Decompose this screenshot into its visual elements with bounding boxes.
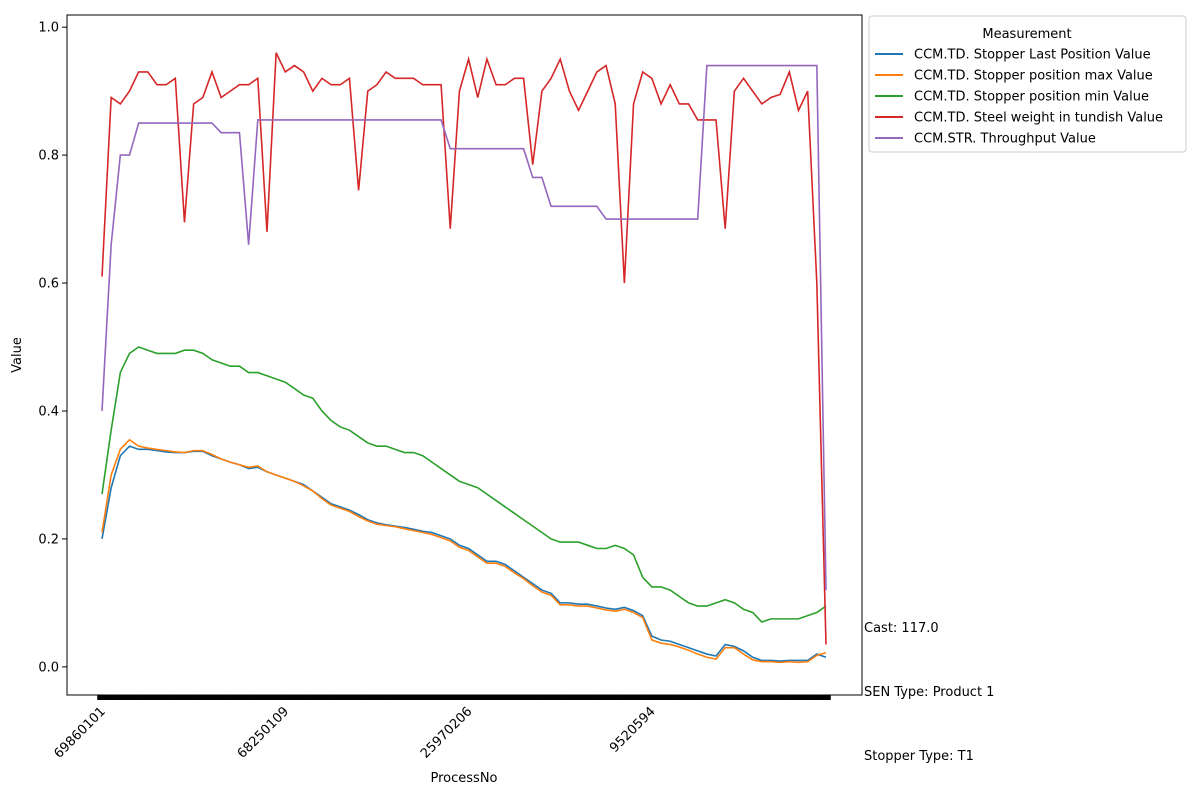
y-tick-label: 0.6 [38,277,59,292]
y-tick-label: 0.4 [38,404,59,419]
legend-label: CCM.TD. Steel weight in tundish Value [914,111,1163,126]
x-axis-label: ProcessNo [431,771,498,786]
plot-frame [66,14,863,696]
x-tick-label: 9520594 [607,704,659,756]
y-tick-label: 0.0 [38,660,59,675]
annotation: SEN Type: Product 1 [864,685,994,700]
series-line [101,346,827,623]
y-axis-label: Value [10,337,25,373]
x-tick-label: 69860101 [51,704,108,761]
legend-label: CCM.TD. Stopper position max Value [914,69,1153,84]
series-line [101,64,827,591]
y-tick-label: 0.2 [38,532,59,547]
legend-title: Measurement [982,27,1071,42]
series-line [101,52,827,645]
y-tick-label: 1.0 [38,21,59,36]
y-tick-label: 0.8 [38,149,59,164]
series-line [101,445,827,662]
x-tick-label: 25970206 [418,704,475,761]
legend-label: CCM.TD. Stopper Last Position Value [914,48,1151,63]
legend-label: CCM.STR. Throughput Value [914,132,1096,147]
annotation: Stopper Type: T1 [864,749,974,764]
x-tick-label: 68250109 [235,704,292,761]
legend-box [868,15,1187,153]
annotation: Cast: 117.0 [864,621,939,636]
series-line [101,438,827,664]
legend-label: CCM.TD. Stopper position min Value [914,90,1149,105]
